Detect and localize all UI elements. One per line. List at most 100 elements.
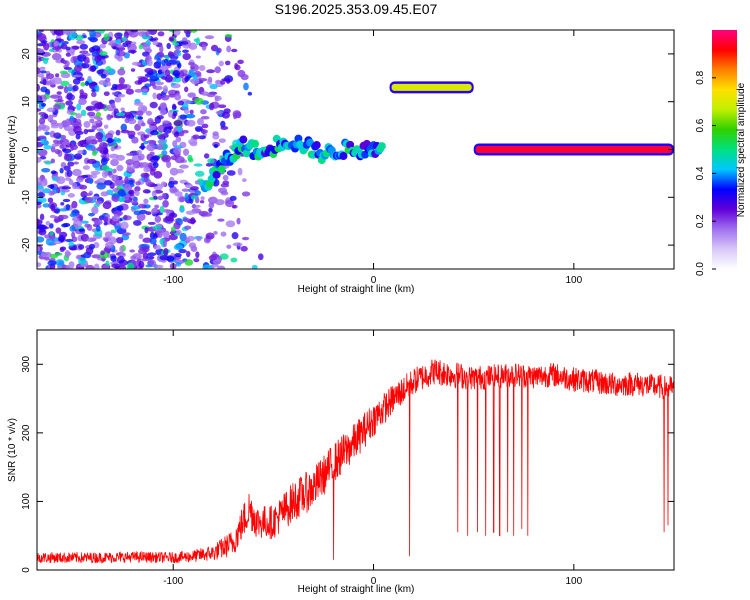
noise-blob	[144, 67, 154, 74]
noise-blob	[173, 180, 178, 185]
noise-blob	[99, 43, 106, 49]
noise-blob	[143, 198, 149, 205]
noise-blob	[144, 227, 149, 234]
noise-blob	[105, 241, 114, 249]
noise-blob	[63, 66, 73, 70]
noise-blob	[37, 33, 47, 42]
noise-blob	[157, 31, 165, 37]
noise-blob	[191, 204, 201, 208]
noise-blob	[226, 45, 232, 53]
noise-blob	[54, 148, 61, 155]
noise-blob	[60, 134, 67, 140]
noise-blob	[68, 261, 75, 269]
noise-blob	[50, 125, 59, 129]
noise-blob	[69, 112, 78, 116]
noise-blob	[76, 177, 84, 183]
noise-blob	[37, 67, 41, 75]
noise-blob	[99, 51, 108, 56]
noise-blob	[130, 255, 137, 261]
noise-blob	[168, 180, 175, 188]
noise-blob	[60, 201, 65, 206]
noise-blob	[125, 88, 134, 95]
noise-blob	[137, 105, 148, 113]
noise-blob	[90, 170, 101, 175]
noise-blob	[50, 203, 56, 212]
noise-blob	[115, 222, 121, 226]
noise-blob	[189, 79, 196, 83]
noise-blob	[149, 151, 155, 157]
noise-blob	[79, 89, 84, 95]
noise-blob	[159, 45, 164, 54]
noise-blob	[48, 223, 54, 229]
noise-blob	[112, 215, 121, 222]
noise-blob	[78, 244, 85, 250]
noise-blob	[120, 123, 128, 132]
noise-blob	[103, 124, 109, 129]
noise-blob	[111, 102, 116, 109]
noise-blob	[80, 82, 86, 87]
noise-blob	[165, 215, 174, 222]
noise-blob	[193, 163, 203, 167]
noise-blob	[42, 203, 51, 208]
noise-blob	[114, 39, 122, 44]
noise-blob	[198, 135, 206, 140]
noise-blob	[214, 66, 221, 74]
ridge-mark	[312, 141, 321, 150]
noise-blob	[182, 53, 191, 61]
noise-blob	[95, 200, 103, 205]
noise-blob	[125, 159, 135, 166]
noise-blob	[51, 52, 62, 61]
noise-blob	[173, 30, 181, 36]
noise-blob	[231, 204, 237, 209]
noise-blob	[98, 80, 107, 86]
noise-blob	[153, 85, 163, 91]
noise-blob	[125, 40, 133, 44]
noise-blob	[177, 100, 185, 106]
noise-blob	[69, 115, 74, 121]
noise-blob	[68, 179, 74, 186]
noise-blob	[193, 258, 200, 263]
colorbar-label: Normalized spectral amplitude	[736, 82, 747, 217]
noise-blob	[167, 51, 173, 58]
noise-blob	[182, 37, 188, 43]
noise-blob	[91, 88, 96, 93]
noise-blob	[37, 135, 47, 140]
noise-blob	[189, 109, 194, 115]
noise-blob	[72, 85, 79, 92]
noise-blob	[70, 144, 78, 151]
noise-blob	[127, 49, 137, 54]
y-tick-label: 20	[21, 48, 32, 60]
noise-blob	[49, 214, 56, 219]
x-tick-label: 100	[565, 275, 582, 286]
noise-blob	[218, 104, 227, 109]
noise-blob	[159, 107, 167, 116]
noise-blob	[53, 218, 62, 223]
noise-blob	[142, 43, 151, 51]
noise-blob	[96, 182, 106, 190]
noise-blob	[71, 182, 78, 190]
noise-blob	[251, 264, 258, 269]
noise-blob	[37, 48, 45, 54]
noise-blob	[79, 140, 84, 145]
noise-blob	[184, 225, 192, 230]
noise-blob	[120, 129, 130, 134]
noise-blob	[143, 166, 151, 173]
colorbar-tick-label: 0.2	[695, 214, 706, 228]
noise-blob	[222, 174, 229, 181]
noise-blob	[41, 57, 50, 61]
noise-blob	[257, 253, 264, 261]
noise-blob	[206, 69, 215, 74]
noise-blob	[218, 60, 225, 67]
noise-blob	[45, 220, 51, 226]
y-tick-label: -10	[21, 190, 32, 205]
noise-blob	[197, 78, 208, 82]
noise-blob	[58, 122, 64, 130]
noise-blob	[39, 155, 47, 160]
noise-blob	[176, 168, 185, 174]
noise-blob	[164, 58, 169, 64]
noise-blob	[224, 34, 233, 38]
snr-series-line	[37, 359, 674, 564]
noise-blob	[152, 40, 159, 46]
noise-blob	[43, 144, 52, 150]
noise-blob	[173, 244, 184, 251]
